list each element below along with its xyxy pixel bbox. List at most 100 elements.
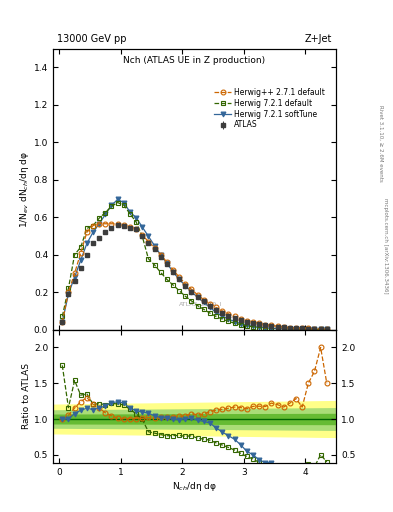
Herwig++ 2.7.1 default bbox=[214, 305, 219, 311]
Herwig 7.2.1 default bbox=[152, 262, 157, 268]
Herwig 7.2.1 softTune bbox=[78, 257, 83, 263]
Herwig++ 2.7.1 default bbox=[165, 259, 169, 265]
Text: Nch (ATLAS UE in Z production): Nch (ATLAS UE in Z production) bbox=[123, 56, 266, 65]
Herwig 7.2.1 softTune bbox=[140, 224, 145, 230]
Herwig 7.2.1 default bbox=[251, 324, 255, 330]
Herwig 7.2.1 softTune bbox=[91, 229, 95, 235]
Herwig 7.2.1 softTune bbox=[84, 240, 89, 246]
Herwig++ 2.7.1 default bbox=[318, 326, 323, 332]
Herwig++ 2.7.1 default bbox=[60, 319, 64, 325]
Herwig 7.2.1 softTune bbox=[306, 326, 311, 332]
Herwig++ 2.7.1 default bbox=[288, 325, 292, 331]
Herwig++ 2.7.1 default bbox=[177, 274, 182, 280]
Herwig 7.2.1 default bbox=[183, 293, 188, 300]
Herwig++ 2.7.1 default bbox=[140, 232, 145, 238]
Text: ATLAS_2019_I: ATLAS_2019_I bbox=[178, 302, 222, 307]
Herwig 7.2.1 softTune bbox=[103, 211, 108, 218]
Herwig++ 2.7.1 default bbox=[97, 221, 101, 227]
Herwig++ 2.7.1 default bbox=[208, 301, 212, 307]
Herwig++ 2.7.1 default bbox=[325, 326, 329, 332]
Herwig 7.2.1 softTune bbox=[294, 326, 298, 332]
Herwig 7.2.1 default bbox=[232, 320, 237, 326]
Herwig 7.2.1 default bbox=[171, 282, 175, 288]
Herwig 7.2.1 default bbox=[208, 310, 212, 316]
Herwig++ 2.7.1 default bbox=[103, 221, 108, 227]
Herwig++ 2.7.1 default bbox=[281, 324, 286, 330]
Herwig 7.2.1 softTune bbox=[146, 233, 151, 240]
Herwig 7.2.1 default bbox=[177, 288, 182, 294]
Herwig 7.2.1 default bbox=[306, 326, 311, 332]
Herwig 7.2.1 default bbox=[134, 219, 138, 225]
Herwig 7.2.1 softTune bbox=[208, 305, 212, 311]
Herwig++ 2.7.1 default bbox=[294, 325, 298, 331]
Herwig 7.2.1 softTune bbox=[195, 294, 200, 301]
Herwig 7.2.1 default bbox=[294, 326, 298, 332]
Herwig 7.2.1 softTune bbox=[257, 324, 261, 330]
Herwig 7.2.1 softTune bbox=[269, 325, 274, 331]
Herwig 7.2.1 softTune bbox=[244, 322, 249, 328]
Herwig 7.2.1 default bbox=[140, 233, 145, 240]
Herwig 7.2.1 softTune bbox=[72, 274, 77, 280]
Herwig++ 2.7.1 default bbox=[109, 221, 114, 227]
Herwig++ 2.7.1 default bbox=[251, 319, 255, 325]
Herwig 7.2.1 softTune bbox=[325, 327, 329, 333]
Line: Herwig 7.2.1 default: Herwig 7.2.1 default bbox=[60, 200, 329, 332]
Herwig 7.2.1 softTune bbox=[318, 326, 323, 332]
Herwig 7.2.1 default bbox=[281, 326, 286, 332]
Herwig++ 2.7.1 default bbox=[312, 326, 317, 332]
Herwig++ 2.7.1 default bbox=[134, 226, 138, 232]
Herwig 7.2.1 default bbox=[121, 202, 126, 208]
Herwig 7.2.1 default bbox=[318, 326, 323, 332]
Herwig 7.2.1 softTune bbox=[183, 283, 188, 289]
Herwig 7.2.1 default bbox=[189, 298, 194, 304]
Herwig 7.2.1 default bbox=[109, 203, 114, 209]
Text: mcplots.cern.ch [arXiv:1306.3436]: mcplots.cern.ch [arXiv:1306.3436] bbox=[384, 198, 388, 293]
Herwig++ 2.7.1 default bbox=[171, 267, 175, 273]
Line: Herwig 7.2.1 softTune: Herwig 7.2.1 softTune bbox=[60, 197, 329, 332]
Herwig 7.2.1 default bbox=[97, 215, 101, 221]
Herwig 7.2.1 default bbox=[128, 211, 132, 217]
Herwig 7.2.1 softTune bbox=[66, 291, 71, 297]
Herwig 7.2.1 default bbox=[66, 285, 71, 291]
Herwig 7.2.1 softTune bbox=[263, 325, 268, 331]
Herwig 7.2.1 softTune bbox=[300, 326, 305, 332]
Herwig 7.2.1 default bbox=[325, 326, 329, 332]
Herwig 7.2.1 softTune bbox=[312, 326, 317, 332]
Herwig++ 2.7.1 default bbox=[128, 224, 132, 230]
Herwig++ 2.7.1 default bbox=[226, 311, 231, 317]
Herwig 7.2.1 default bbox=[78, 244, 83, 250]
Herwig 7.2.1 default bbox=[226, 318, 231, 325]
Herwig++ 2.7.1 default bbox=[146, 239, 151, 245]
Herwig 7.2.1 default bbox=[165, 276, 169, 283]
Herwig++ 2.7.1 default bbox=[195, 292, 200, 298]
Herwig 7.2.1 default bbox=[195, 303, 200, 309]
Herwig 7.2.1 softTune bbox=[109, 202, 114, 208]
Herwig 7.2.1 softTune bbox=[134, 215, 138, 221]
Herwig++ 2.7.1 default bbox=[115, 221, 120, 227]
Herwig++ 2.7.1 default bbox=[183, 281, 188, 287]
Herwig 7.2.1 default bbox=[288, 326, 292, 332]
Herwig++ 2.7.1 default bbox=[72, 270, 77, 276]
Herwig 7.2.1 default bbox=[244, 323, 249, 329]
Text: Rivet 3.1.10, ≥ 2.6M events: Rivet 3.1.10, ≥ 2.6M events bbox=[378, 105, 383, 182]
Herwig 7.2.1 default bbox=[257, 325, 261, 331]
Herwig 7.2.1 softTune bbox=[97, 221, 101, 227]
Herwig++ 2.7.1 default bbox=[232, 313, 237, 319]
Herwig 7.2.1 softTune bbox=[251, 323, 255, 329]
Herwig 7.2.1 default bbox=[220, 316, 224, 322]
Herwig 7.2.1 softTune bbox=[220, 313, 224, 319]
Herwig++ 2.7.1 default bbox=[257, 321, 261, 327]
Herwig++ 2.7.1 default bbox=[84, 229, 89, 235]
Herwig++ 2.7.1 default bbox=[152, 245, 157, 251]
X-axis label: N$_{ch}$/dη dφ: N$_{ch}$/dη dφ bbox=[172, 480, 217, 493]
Herwig 7.2.1 default bbox=[201, 306, 206, 312]
Herwig 7.2.1 softTune bbox=[288, 326, 292, 332]
Herwig 7.2.1 softTune bbox=[165, 260, 169, 266]
Herwig++ 2.7.1 default bbox=[263, 322, 268, 328]
Herwig 7.2.1 softTune bbox=[201, 300, 206, 306]
Herwig++ 2.7.1 default bbox=[189, 286, 194, 292]
Herwig 7.2.1 softTune bbox=[128, 209, 132, 215]
Herwig 7.2.1 default bbox=[263, 325, 268, 331]
Herwig 7.2.1 softTune bbox=[238, 321, 243, 327]
Herwig 7.2.1 default bbox=[269, 326, 274, 332]
